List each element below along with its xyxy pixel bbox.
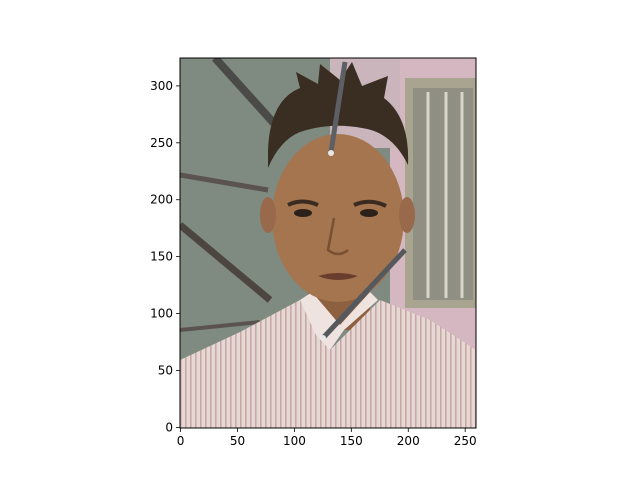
x-tick-label: 50 xyxy=(230,434,245,448)
photo-image xyxy=(180,58,476,428)
x-tick-label: 200 xyxy=(397,434,420,448)
x-axis: 0 50 100 150 200 250 xyxy=(177,428,477,448)
y-tick-label: 200 xyxy=(150,193,173,207)
x-tick-label: 0 xyxy=(177,434,185,448)
axes-frame xyxy=(179,57,477,429)
y-tick-label: 150 xyxy=(150,250,173,264)
x-tick-label: 100 xyxy=(283,434,306,448)
y-tick-label: 0 xyxy=(165,420,173,434)
y-tick-label: 50 xyxy=(158,364,173,378)
y-axis: 0 50 100 150 200 250 300 xyxy=(150,79,180,434)
y-tick-label: 100 xyxy=(150,307,173,321)
x-tick-label: 250 xyxy=(454,434,477,448)
y-tick-label: 250 xyxy=(150,136,173,150)
x-tick-label: 150 xyxy=(340,434,363,448)
y-tick-label: 300 xyxy=(150,79,173,93)
